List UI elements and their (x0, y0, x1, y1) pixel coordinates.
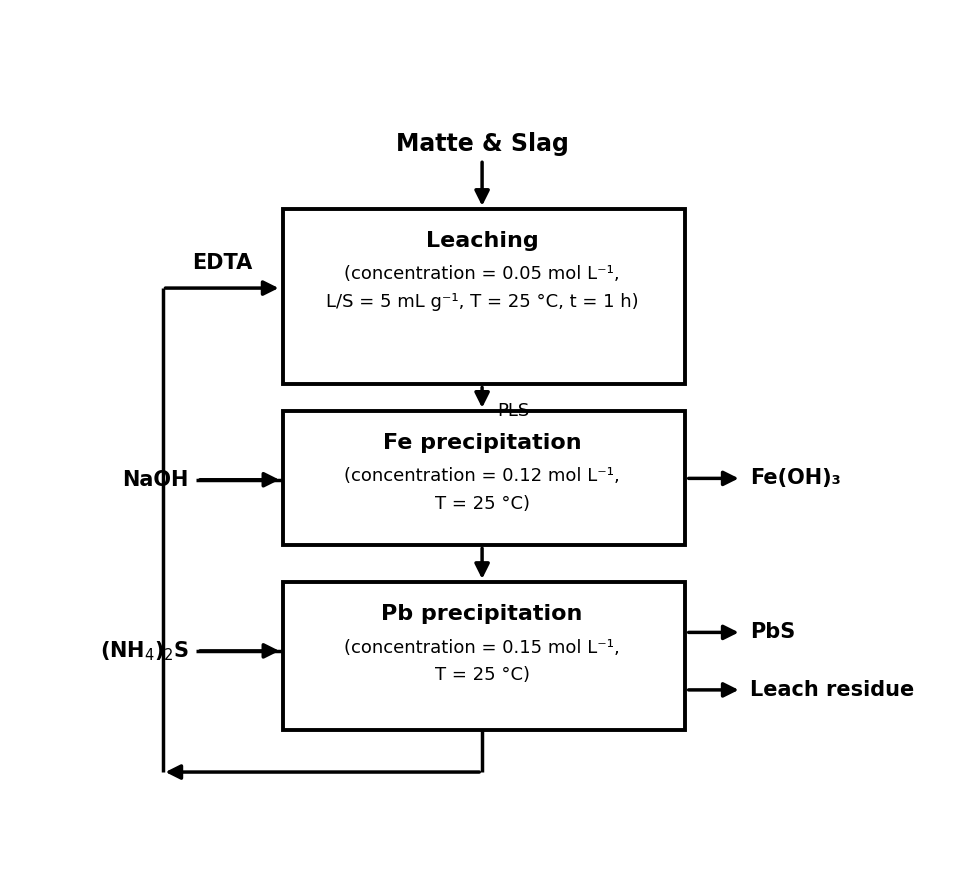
Text: Fe precipitation: Fe precipitation (383, 433, 580, 453)
Text: (concentration = 0.05 mol L⁻¹,: (concentration = 0.05 mol L⁻¹, (344, 266, 619, 284)
Bar (283, 209, 684, 384)
Text: (NH$_4$)$_2$S: (NH$_4$)$_2$S (100, 639, 189, 662)
Text: Leach residue: Leach residue (750, 680, 914, 700)
Text: Fe(OH)₃: Fe(OH)₃ (750, 469, 840, 488)
Text: (concentration = 0.12 mol L⁻¹,: (concentration = 0.12 mol L⁻¹, (344, 468, 619, 485)
Text: Leaching: Leaching (425, 231, 538, 252)
Bar (283, 582, 684, 730)
Text: PLS: PLS (496, 403, 529, 420)
Text: T = 25 °C): T = 25 °C) (434, 495, 529, 513)
Text: PbS: PbS (750, 622, 795, 643)
Text: T = 25 °C): T = 25 °C) (434, 666, 529, 684)
Text: NaOH: NaOH (122, 469, 189, 490)
Text: L/S = 5 mL g⁻¹, T = 25 °C, t = 1 h): L/S = 5 mL g⁻¹, T = 25 °C, t = 1 h) (326, 292, 638, 311)
Text: Matte & Slag: Matte & Slag (395, 132, 568, 156)
Bar (283, 412, 684, 545)
Text: (concentration = 0.15 mol L⁻¹,: (concentration = 0.15 mol L⁻¹, (344, 638, 619, 657)
Text: Pb precipitation: Pb precipitation (381, 605, 582, 624)
Text: EDTA: EDTA (193, 253, 253, 273)
